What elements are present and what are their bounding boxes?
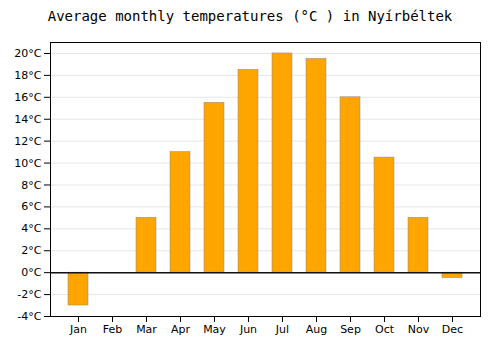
svg-text:8°C: 8°C	[21, 179, 41, 192]
svg-text:14°C: 14°C	[14, 113, 41, 126]
svg-text:Mar: Mar	[136, 323, 157, 336]
svg-text:Oct: Oct	[375, 323, 395, 336]
svg-text:-2°C: -2°C	[17, 288, 41, 301]
svg-text:Apr: Apr	[171, 323, 191, 336]
svg-text:6°C: 6°C	[21, 200, 41, 213]
svg-text:20°C: 20°C	[14, 47, 41, 60]
svg-text:Dec: Dec	[442, 323, 463, 336]
svg-text:Sep: Sep	[340, 323, 361, 336]
svg-text:12°C: 12°C	[14, 135, 41, 148]
svg-text:Nov: Nov	[408, 323, 430, 336]
svg-text:18°C: 18°C	[14, 69, 41, 82]
svg-text:Jun: Jun	[239, 323, 257, 336]
svg-text:-4°C: -4°C	[17, 310, 41, 323]
svg-text:10°C: 10°C	[14, 157, 41, 170]
svg-text:Aug: Aug	[306, 323, 327, 336]
html-text:Average monthly temperatures (: Average monthly temperatures (°C ) in Ny…	[47, 8, 453, 24]
svg-text:May: May	[203, 323, 226, 336]
svg-text:Feb: Feb	[103, 323, 122, 336]
svg-text:Jul: Jul	[275, 323, 289, 336]
svg-text:4°C: 4°C	[21, 222, 41, 235]
svg-text:2°C: 2°C	[21, 244, 41, 257]
svg-text:0°C: 0°C	[21, 266, 41, 279]
svg-text:16°C: 16°C	[14, 91, 41, 104]
svg-text:Jan: Jan	[69, 323, 87, 336]
